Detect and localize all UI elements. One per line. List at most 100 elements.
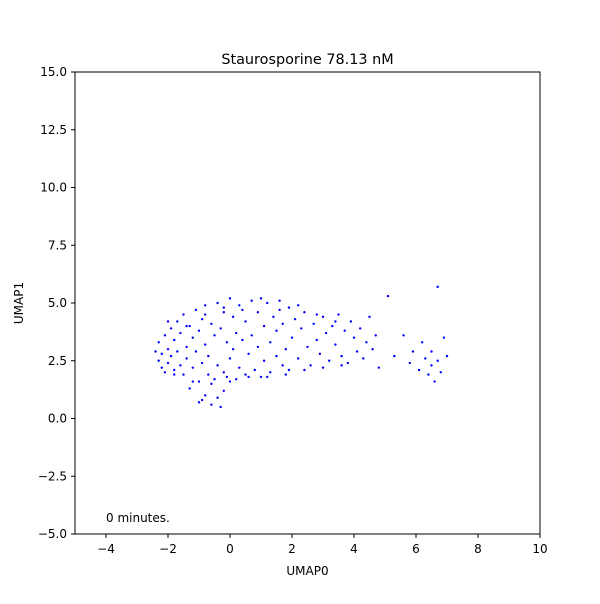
- scatter-point: [163, 334, 167, 337]
- scatter-point: [188, 324, 191, 328]
- scatter-point: [225, 375, 229, 379]
- scatter-point: [334, 343, 337, 346]
- scatter-point: [306, 345, 309, 349]
- y-tick-label: 2.5: [48, 354, 67, 368]
- scatter-point: [210, 322, 213, 325]
- scatter-point: [365, 341, 368, 344]
- scatter-point: [424, 357, 427, 360]
- y-tick-label: 7.5: [48, 238, 67, 252]
- scatter-point: [219, 327, 222, 330]
- scatter-point: [191, 336, 194, 339]
- scatter-point: [266, 301, 269, 305]
- scatter-point: [200, 361, 204, 365]
- scatter-point: [315, 338, 318, 342]
- scatter-point: [436, 359, 439, 362]
- scatter-point: [197, 329, 201, 332]
- scatter-point: [191, 366, 194, 369]
- scatter-point: [359, 327, 362, 330]
- scatter-point: [402, 334, 405, 337]
- scatter-point: [377, 366, 380, 369]
- plot-area-frame: [74, 71, 541, 535]
- x-axis-label: UMAP0: [286, 564, 328, 578]
- scatter-point: [352, 336, 356, 339]
- scatter-point: [176, 350, 179, 353]
- scatter-points: [154, 285, 449, 409]
- scatter-point: [166, 320, 170, 323]
- scatter-point: [247, 352, 250, 356]
- scatter-point: [315, 313, 318, 316]
- scatter-point: [185, 345, 188, 349]
- y-tick-label: 5.0: [48, 296, 67, 310]
- scatter-point: [166, 361, 170, 365]
- scatter-point: [185, 357, 188, 360]
- scatter-point: [197, 401, 201, 404]
- scatter-point: [368, 315, 371, 319]
- scatter-point: [176, 320, 179, 323]
- scatter-point: [442, 336, 446, 339]
- scatter-point: [309, 364, 312, 367]
- scatter-point: [318, 352, 322, 356]
- x-axis-ticks: −4 −2 0 2 4 6 8 10: [97, 534, 548, 556]
- scatter-point: [253, 368, 256, 372]
- scatter-point: [204, 313, 207, 316]
- scatter-point: [281, 364, 284, 367]
- scatter-point: [222, 306, 225, 309]
- scatter-point: [247, 375, 250, 379]
- scatter-point: [266, 375, 269, 379]
- scatter-point: [340, 364, 343, 367]
- scatter-point: [197, 380, 201, 383]
- scatter-point: [328, 359, 331, 362]
- scatter-point: [278, 308, 281, 312]
- scatter-point: [303, 311, 306, 314]
- scatter-point: [213, 378, 216, 381]
- scatter-point: [210, 403, 213, 406]
- scatter-point: [216, 301, 219, 305]
- scatter-point: [393, 354, 396, 358]
- scatter-point: [293, 317, 297, 321]
- scatter-point: [262, 324, 266, 328]
- scatter-point: [269, 371, 272, 374]
- scatter-point: [321, 315, 325, 319]
- scatter-point: [321, 366, 325, 369]
- scatter-point: [204, 394, 207, 397]
- scatter-point: [337, 313, 340, 316]
- scatter-point: [228, 297, 232, 300]
- scatter-point: [312, 322, 315, 325]
- scatter-point: [182, 313, 185, 316]
- scatter-point: [411, 350, 415, 353]
- scatter-point: [200, 398, 204, 402]
- scatter-point: [259, 297, 263, 300]
- scatter-point: [259, 375, 263, 379]
- scatter-point: [262, 359, 266, 362]
- scatter-point: [244, 320, 247, 323]
- scatter-point: [204, 304, 207, 307]
- scatter-point: [436, 285, 439, 289]
- scatter-point: [219, 405, 222, 409]
- chart-title: Staurosporine 78.13 nM: [221, 52, 393, 68]
- scatter-point: [191, 380, 194, 383]
- scatter-point: [163, 371, 167, 374]
- scatter-point: [231, 348, 235, 351]
- scatter-point: [297, 304, 300, 307]
- scatter-point: [281, 322, 284, 325]
- scatter-point: [216, 396, 219, 399]
- scatter-point: [374, 334, 377, 337]
- scatter-point: [213, 334, 216, 337]
- scatter-point: [324, 331, 328, 335]
- scatter-point: [173, 373, 176, 376]
- y-tick-label: 12.5: [40, 123, 67, 137]
- y-tick-label: 0.0: [48, 412, 67, 426]
- scatter-point: [303, 368, 306, 372]
- y-axis-label: UMAP1: [12, 282, 26, 324]
- scatter-point: [179, 331, 182, 335]
- scatter-point: [433, 380, 436, 383]
- x-tick-label: 2: [288, 542, 296, 556]
- x-tick-label: −2: [159, 542, 177, 556]
- scatter-point: [160, 352, 163, 356]
- scatter-point: [160, 366, 163, 369]
- scatter-point: [269, 341, 272, 344]
- scatter-point: [173, 368, 176, 372]
- scatter-point: [169, 327, 173, 330]
